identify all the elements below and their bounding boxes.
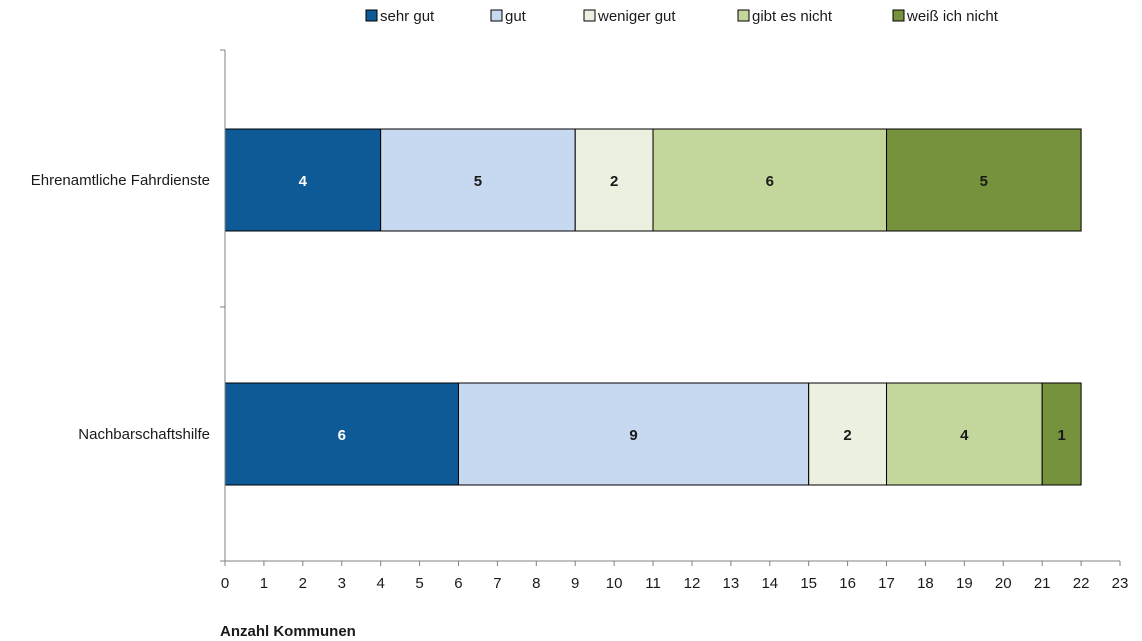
- x-tick-label: 4: [376, 575, 384, 592]
- bar-segment-weiss-ich-nicht-nachbarschaftshilfe: [1041, 382, 1082, 486]
- data-label-weniger-gut-ehrenamtliche-fahrdienste: 2: [610, 173, 618, 190]
- x-tick-label: 13: [723, 575, 740, 592]
- legend-item-weiss-ich-nicht: weiß ich nicht: [892, 8, 999, 25]
- x-tick-label: 10: [606, 575, 623, 592]
- x-tick-label: 3: [338, 575, 346, 592]
- x-tick-label: 20: [995, 575, 1012, 592]
- bar-segment-weniger-gut-nachbarschaftshilfe: [808, 382, 888, 486]
- data-label-gibt-es-nicht-nachbarschaftshilfe: 4: [960, 427, 969, 444]
- x-tick-label: 19: [956, 575, 973, 592]
- x-tick-label: 23: [1112, 575, 1129, 592]
- legend: sehr gut gut weniger gut gibt es nicht weiß …: [365, 8, 999, 25]
- x-tick-label: 5: [415, 575, 423, 592]
- category-label-ehrenamtliche-fahrdienste: Ehrenamtliche Fahrdienste: [31, 172, 210, 189]
- x-tick-label: 1: [260, 575, 268, 592]
- bar-segment-gut-ehrenamtliche-fahrdienste: [380, 128, 576, 232]
- bar-segment-weniger-gut-ehrenamtliche-fahrdienste: [574, 128, 654, 232]
- x-tick-label: 18: [917, 575, 934, 592]
- legend-swatch: [490, 9, 503, 22]
- bars: 4 5 2 6 5 6 9 2 4 1: [224, 128, 1082, 486]
- legend-label: gibt es nicht: [752, 8, 833, 25]
- bar-segment-weiss-ich-nicht-ehrenamtliche-fahrdienste: [886, 128, 1082, 232]
- x-tick-label: 16: [839, 575, 856, 592]
- legend-item-gut: gut: [490, 8, 527, 25]
- data-label-weniger-gut-nachbarschaftshilfe: 2: [843, 427, 851, 444]
- legend-swatch: [583, 9, 596, 22]
- bar-segment-gibt-es-nicht-ehrenamtliche-fahrdienste: [652, 128, 888, 232]
- data-label-sehr-gut-ehrenamtliche-fahrdienste: 4: [299, 173, 308, 190]
- legend-label: gut: [505, 8, 527, 25]
- x-tick-label: 14: [761, 575, 778, 592]
- legend-swatch: [892, 9, 905, 22]
- x-tick-label: 22: [1073, 575, 1090, 592]
- x-tick-label: 7: [493, 575, 501, 592]
- legend-item-weniger-gut: weniger gut: [583, 8, 676, 25]
- category-label-nachbarschaftshilfe: Nachbarschaftshilfe: [78, 426, 210, 443]
- x-tick-label: 12: [684, 575, 701, 592]
- bar-segment-sehr-gut-ehrenamtliche-fahrdienste: [224, 128, 382, 232]
- data-label-gut-ehrenamtliche-fahrdienste: 5: [474, 173, 482, 190]
- data-label-sehr-gut-nachbarschaftshilfe: 6: [338, 427, 346, 444]
- bar-segment-gibt-es-nicht-nachbarschaftshilfe: [886, 382, 1043, 486]
- legend-swatch: [737, 9, 750, 22]
- axes: 0 1 2 3 4 5 6 7 8 9 10 11 12 13 14 15 16 17 18 19 20 21 22 23Eh…: [31, 49, 1129, 592]
- data-label-gut-nachbarschaftshilfe: 9: [629, 427, 637, 444]
- x-tick-label: 11: [645, 575, 661, 592]
- x-tick-label: 2: [299, 575, 307, 592]
- x-tick-label: 0: [221, 575, 229, 592]
- legend-label: sehr gut: [380, 8, 435, 25]
- legend-item-sehr-gut: sehr gut: [365, 8, 435, 25]
- bar-segment-gut-nachbarschaftshilfe: [457, 382, 810, 486]
- legend-label: weniger gut: [597, 8, 676, 25]
- data-label-weiss-ich-nicht-nachbarschaftshilfe: 1: [1057, 427, 1065, 444]
- legend-swatch: [365, 9, 378, 22]
- data-label-gibt-es-nicht-ehrenamtliche-fahrdienste: 6: [766, 173, 774, 190]
- legend-item-gibt-es-nicht: gibt es nicht: [737, 8, 833, 25]
- bar-segment-sehr-gut-nachbarschaftshilfe: [224, 382, 459, 486]
- x-tick-label: 8: [532, 575, 540, 592]
- x-tick-label: 17: [878, 575, 895, 592]
- legend-label: weiß ich nicht: [906, 8, 999, 25]
- x-tick-label: 6: [454, 575, 462, 592]
- x-tick-label: 9: [571, 575, 579, 592]
- x-axis-title: Anzahl Kommunen: [220, 623, 356, 640]
- x-tick-label: 21: [1034, 575, 1051, 592]
- data-label-weiss-ich-nicht-ehrenamtliche-fahrdienste: 5: [980, 173, 988, 190]
- x-tick-label: 15: [800, 575, 817, 592]
